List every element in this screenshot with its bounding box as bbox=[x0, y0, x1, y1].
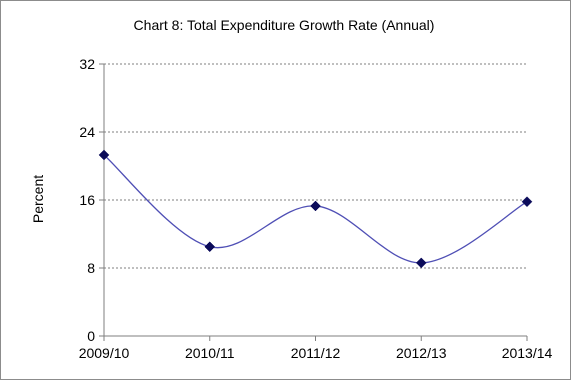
y-tick-label: 32 bbox=[79, 56, 95, 72]
x-tick-label: 2009/10 bbox=[79, 345, 130, 361]
x-tick-label: 2012/13 bbox=[396, 345, 447, 361]
data-point-marker bbox=[415, 257, 427, 269]
tick-labels: 0 8 16 24 32 2009/10 2010/11 2011/12 2012/13 2013… bbox=[79, 56, 553, 361]
data-point-marker bbox=[310, 200, 321, 212]
gridlines bbox=[104, 63, 527, 269]
data-point-marker bbox=[204, 241, 216, 253]
y-tick-label: 8 bbox=[87, 260, 95, 276]
axes bbox=[99, 63, 528, 341]
chart-title: Chart 8: Total Expenditure Growth Rate (… bbox=[134, 17, 435, 33]
data-point-marker bbox=[521, 196, 533, 208]
y-tick-label: 24 bbox=[79, 124, 95, 140]
x-tick-label: 2013/14 bbox=[502, 345, 553, 361]
y-tick-label: 16 bbox=[79, 192, 95, 208]
y-axis-label: Percent bbox=[30, 175, 46, 223]
data-point-marker bbox=[98, 149, 110, 161]
x-tick-label: 2010/11 bbox=[185, 345, 235, 361]
y-tick-label: 0 bbox=[87, 328, 95, 344]
markers bbox=[98, 149, 533, 269]
x-tick-label: 2011/12 bbox=[291, 345, 341, 361]
